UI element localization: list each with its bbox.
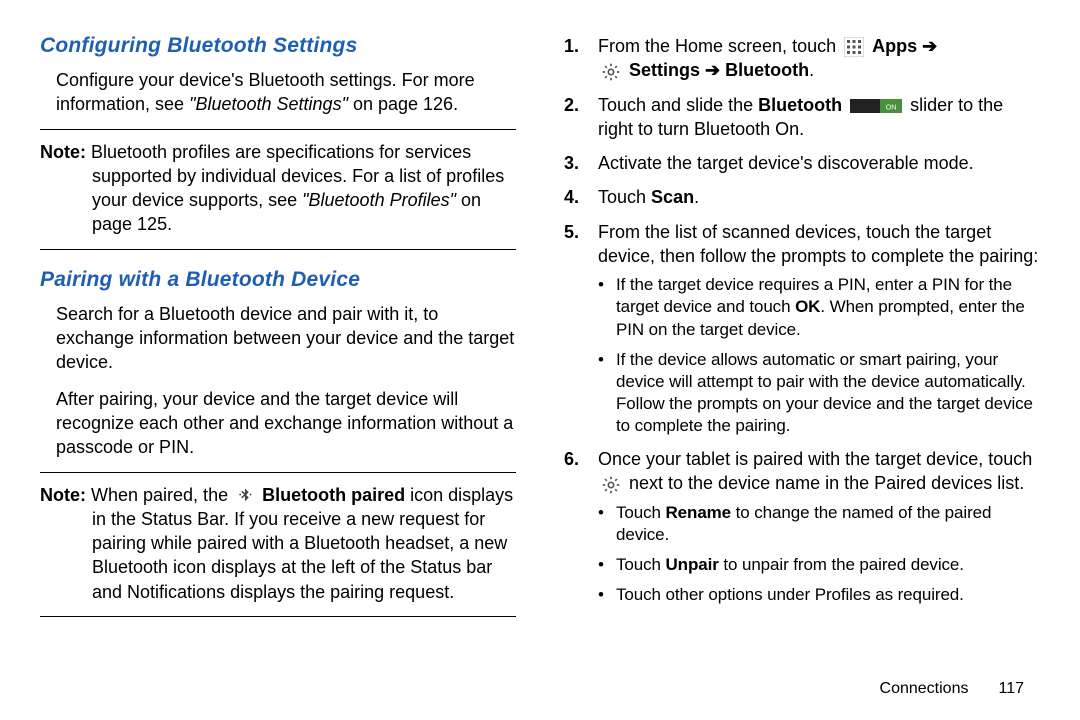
step-1: From the Home screen, touch Apps ➔ Setti… [564, 34, 1040, 83]
note-body: Note: Bluetooth profiles are specificati… [40, 140, 516, 237]
right-column: From the Home screen, touch Apps ➔ Setti… [564, 34, 1040, 700]
text: . [694, 187, 699, 207]
text: Once your tablet is paired with the targ… [598, 449, 1032, 469]
text [842, 95, 847, 115]
note-label: Note: [40, 485, 86, 505]
step5-bullets: If the target device requires a PIN, ent… [598, 274, 1040, 437]
step-4: Touch Scan. [564, 185, 1040, 209]
note-paired-icon: Note: When paired, the Bluetooth paired … [40, 472, 516, 617]
apps-grid-icon [844, 37, 864, 57]
para-search: Search for a Bluetooth device and pair w… [40, 302, 516, 375]
toggle-on-icon: ON [850, 97, 902, 115]
text: When paired, the [86, 485, 233, 505]
text: Touch [598, 187, 651, 207]
note-label: Note: [40, 142, 86, 162]
step-5: From the list of scanned devices, touch … [564, 220, 1040, 437]
step-3: Activate the target device's discoverabl… [564, 151, 1040, 175]
bold-unpair: Unpair [666, 555, 719, 574]
bold-rename: Rename [666, 503, 732, 522]
bullet-pin: If the target device requires a PIN, ent… [598, 274, 1040, 340]
bullet-unpair: Touch Unpair to unpair from the paired d… [598, 554, 1040, 576]
arrow-icon: ➔ [917, 36, 937, 56]
heading-pairing: Pairing with a Bluetooth Device [40, 268, 516, 292]
settings-gear-icon [601, 475, 621, 495]
ref-bt-settings: "Bluetooth Settings" [189, 94, 348, 114]
label-apps: Apps [872, 36, 917, 56]
note-body: Note: When paired, the Bluetooth paired … [40, 483, 516, 604]
bluetooth-paired-icon [236, 487, 254, 505]
bullet-profiles: Touch other options under Profiles as re… [598, 584, 1040, 606]
text: From the list of scanned devices, touch … [598, 222, 1038, 266]
step-2: Touch and slide the Bluetooth ON slider … [564, 93, 1040, 142]
settings-gear-icon [601, 62, 621, 82]
text: . [809, 60, 814, 80]
step6-bullets: Touch Rename to change the named of the … [598, 502, 1040, 606]
step-6: Once your tablet is paired with the targ… [564, 447, 1040, 606]
page-root: Configuring Bluetooth Settings Configure… [0, 0, 1080, 720]
bullet-autopair: If the device allows automatic or smart … [598, 349, 1040, 437]
note-profiles: Note: Bluetooth profiles are specificati… [40, 129, 516, 250]
ref-bt-profiles: "Bluetooth Profiles" [302, 190, 456, 210]
text: From the Home screen, touch [598, 36, 841, 56]
text: on page 126. [348, 94, 458, 114]
para-configure: Configure your device's Bluetooth settin… [40, 68, 516, 117]
bold-ok: OK [795, 297, 820, 316]
text: next to the device name in the Paired de… [624, 473, 1024, 493]
steps-list: From the Home screen, touch Apps ➔ Setti… [564, 34, 1040, 606]
text: to unpair from the paired device. [719, 555, 964, 574]
para-after-pairing: After pairing, your device and the targe… [40, 387, 516, 460]
label-bluetooth: Bluetooth [725, 60, 809, 80]
heading-configuring: Configuring Bluetooth Settings [40, 34, 516, 58]
bold-scan: Scan [651, 187, 694, 207]
footer-page: 117 [998, 680, 1024, 697]
svg-text:ON: ON [886, 104, 897, 111]
text: Touch and slide the [598, 95, 758, 115]
arrow-icon: ➔ [700, 60, 725, 80]
footer-section: Connections [880, 680, 969, 697]
text: Touch [616, 503, 666, 522]
page-footer: Connections 117 [880, 680, 1024, 698]
text: Touch [616, 555, 666, 574]
label-settings: Settings [629, 60, 700, 80]
bold-bt-paired: Bluetooth paired [262, 485, 405, 505]
bullet-rename: Touch Rename to change the named of the … [598, 502, 1040, 546]
bold-bluetooth: Bluetooth [758, 95, 842, 115]
left-column: Configuring Bluetooth Settings Configure… [40, 34, 516, 700]
